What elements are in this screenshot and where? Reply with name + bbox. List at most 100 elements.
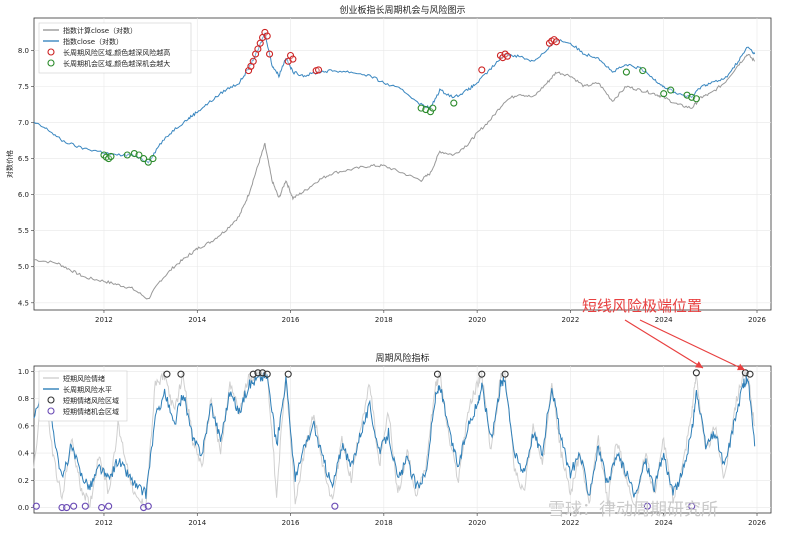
xtick-label: 2018: [375, 316, 393, 324]
scatter-point: [688, 502, 696, 510]
scatter-point: [163, 370, 171, 378]
xtick-label: 2012: [95, 519, 113, 527]
scatter-point: [263, 32, 271, 40]
scatter-point: [70, 502, 78, 510]
legend-label: 短期情绪风险区域: [63, 396, 119, 405]
ytick-label: 0.6: [18, 422, 30, 430]
legend-label: 指数计算close（对数）: [63, 26, 137, 35]
legend-marker-swatch: [47, 59, 55, 67]
xtick-label: 2026: [748, 519, 766, 527]
xtick-label: 2020: [468, 316, 486, 324]
xtick-label: 2014: [188, 519, 206, 527]
xtick-label: 2024: [655, 316, 673, 324]
scatter-point: [314, 66, 323, 74]
legend-marker-swatch: [47, 396, 55, 404]
scatter-point: [622, 68, 630, 76]
xtick-label: 2024: [655, 519, 673, 527]
scatter-point: [501, 370, 509, 378]
annotation-arrow-1: [624, 319, 704, 369]
bottom-chart-title: 周期风险指标: [375, 352, 429, 364]
scatter-point: [429, 104, 437, 112]
ytick-label: 7.0: [18, 119, 29, 127]
xtick-label: 2016: [282, 316, 300, 324]
scatter-point: [254, 45, 262, 53]
scatter-point: [643, 502, 651, 510]
scatter-point: [261, 28, 269, 36]
scatter-point: [289, 55, 297, 63]
scatter-point: [266, 50, 274, 58]
legend-label: 长周期机会区域,颜色越深机会越大: [63, 59, 170, 68]
scatter-point: [256, 39, 264, 47]
scatter-point: [503, 52, 512, 60]
scatter-point: [660, 90, 668, 98]
scatter-point: [107, 152, 115, 160]
ytick-label: 1.0: [18, 368, 29, 376]
scatter-point: [639, 67, 647, 75]
scatter-point: [667, 86, 675, 94]
ytick-label: 6.5: [18, 155, 29, 163]
xtick-label: 2022: [562, 519, 580, 527]
series-line: [33, 32, 756, 164]
top-chart-ylabel: 对数价格: [5, 150, 14, 178]
top-chart-title: 创业板指长周期机会与风险图示: [339, 4, 465, 16]
legend-label: 长周期风险水平: [63, 385, 112, 394]
scatter-point: [249, 57, 257, 65]
legend-marker-swatch: [47, 407, 55, 415]
ytick-label: 6.0: [18, 191, 29, 199]
ytick-label: 0.0: [18, 504, 29, 512]
xtick-label: 2018: [375, 519, 393, 527]
legend-label: 指数close（对数）: [63, 37, 123, 46]
scatter-point: [144, 502, 152, 510]
xtick-label: 2014: [188, 316, 206, 324]
scatter-point: [144, 158, 152, 166]
series-line: [33, 369, 756, 509]
scatter-point: [149, 155, 157, 163]
legend-label: 短期情绪机会区域: [63, 407, 119, 416]
scatter-point: [284, 370, 292, 378]
xtick-label: 2012: [95, 316, 113, 324]
annotation-text: 短线风险极端位置: [582, 297, 702, 315]
scatter-point: [140, 155, 148, 163]
scatter-point: [450, 99, 458, 107]
scatter-point: [263, 370, 271, 378]
scatter-point: [63, 504, 71, 512]
ytick-label: 0.4: [18, 450, 30, 458]
bottom-chart-plot-area: [33, 365, 772, 514]
scatter-point: [478, 370, 486, 378]
ytick-label: 5.5: [18, 227, 29, 235]
ytick-label: 7.5: [18, 83, 29, 91]
scatter-point: [433, 370, 442, 378]
annotation-arrow-2: [639, 319, 746, 371]
scatter-point: [287, 51, 295, 60]
scatter-point: [135, 151, 143, 159]
ytick-label: 8.0: [18, 47, 29, 55]
xtick-label: 2016: [282, 519, 300, 527]
legend-label: 长周期风险区域,颜色越深风险越高: [63, 48, 170, 57]
scatter-point: [426, 108, 435, 116]
scatter-point: [32, 502, 40, 510]
scatter-point: [105, 502, 113, 510]
watermark: 雪球：律动周期研究所: [548, 500, 718, 520]
scatter-point: [692, 95, 700, 103]
ytick-label: 0.8: [18, 395, 29, 403]
ytick-label: 4.5: [18, 299, 29, 307]
ytick-label: 0.2: [18, 477, 29, 485]
scatter-point: [331, 502, 339, 510]
legend-label: 短期风险情绪: [63, 374, 105, 383]
legend-marker-swatch: [47, 48, 55, 56]
ytick-label: 5.0: [18, 263, 29, 271]
scatter-point: [478, 66, 486, 74]
xtick-label: 2022: [562, 316, 580, 324]
legend-box: [38, 22, 192, 74]
scatter-point: [692, 369, 700, 377]
series-line: [33, 54, 756, 300]
xtick-label: 2026: [748, 316, 766, 324]
scatter-point: [177, 370, 185, 378]
scatter-point: [81, 502, 89, 510]
scatter-point: [552, 38, 560, 46]
scatter-point: [123, 151, 131, 159]
xtick-label: 2020: [468, 519, 486, 527]
scatter-point: [98, 504, 106, 512]
